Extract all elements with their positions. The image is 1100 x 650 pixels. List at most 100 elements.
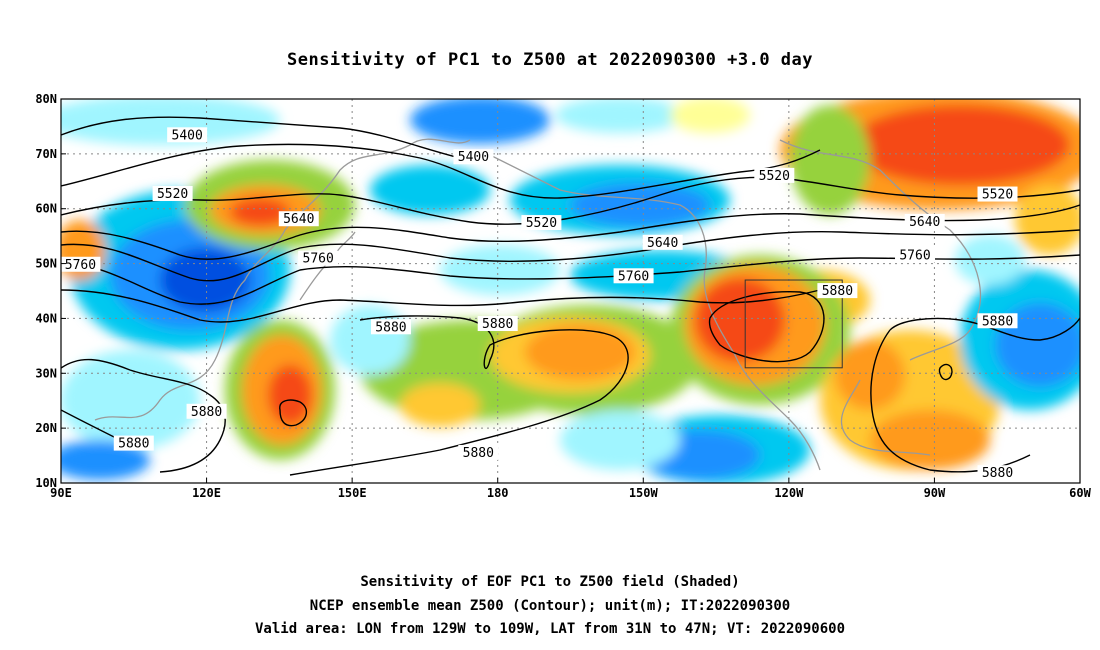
caption-line-3: Valid area: LON from 129W to 109W, LAT f…	[254, 621, 845, 637]
shade-blob	[61, 350, 200, 450]
shade-blob	[268, 365, 312, 425]
x-tick-label: 90W	[924, 486, 946, 500]
contour-label-text: 5880	[118, 437, 149, 452]
shade-blob	[560, 410, 680, 470]
shade-blob	[695, 278, 785, 362]
coastlines	[94, 138, 982, 471]
y-tick-label: 20N	[35, 421, 57, 435]
contour-label: 5880	[477, 316, 518, 332]
shade-blob	[555, 99, 685, 133]
shade-blob	[330, 305, 410, 375]
contour-closed-small	[938, 363, 953, 381]
contour-label-text: 5760	[618, 269, 649, 284]
contour-label-bg	[458, 444, 499, 460]
x-tick-label: 180	[487, 486, 509, 500]
shade-blob	[955, 235, 1025, 285]
contour-label-bg	[521, 215, 562, 231]
shade-blob	[670, 99, 750, 133]
contour-label: 5880	[186, 403, 227, 420]
contour-label: 5880	[977, 465, 1018, 481]
coast-na-north	[779, 139, 982, 361]
shade-blob	[835, 340, 905, 410]
y-tick-label: 50N	[35, 257, 57, 271]
contour-label-text: 5400	[458, 150, 489, 165]
contour-5880-north	[61, 289, 821, 323]
contour-label-bg	[152, 186, 193, 201]
shade-blob	[400, 383, 480, 427]
shade-blob	[370, 165, 490, 215]
contour-5880-west-pac	[279, 399, 307, 427]
contour-label-text: 5520	[526, 216, 557, 231]
x-tick-label: 60W	[1069, 486, 1091, 500]
contour-label-text: 5880	[822, 284, 853, 299]
coast-gulf	[840, 379, 931, 456]
contour-label-text: 5880	[463, 446, 494, 461]
shade-blob	[525, 324, 635, 380]
contour-label-text: 5880	[982, 314, 1013, 329]
contour-5760	[61, 254, 1080, 305]
contour-label-bg	[167, 127, 208, 143]
contour-label: 5640	[642, 234, 683, 251]
contour-label-bg	[278, 211, 319, 227]
contour-label-bg	[904, 213, 945, 229]
contour-label-bg	[977, 186, 1018, 202]
y-axis-ticks: 80N 70N 60N 50N 40N 30N 20N 10N	[35, 92, 66, 490]
contour-label: 5760	[613, 268, 654, 284]
shade-blob	[570, 183, 710, 227]
plot-frame	[60, 98, 1081, 484]
valid-area-box	[744, 279, 843, 369]
y-tick-label: 80N	[35, 92, 57, 106]
contour-label: 5760	[895, 247, 936, 263]
contour-label-bg	[370, 319, 411, 335]
coast-alaska	[479, 149, 707, 271]
contour-5520a	[61, 176, 1080, 225]
contour-label: 5520	[977, 186, 1018, 203]
contour-label-bg	[817, 283, 858, 299]
contour-label: 5400	[453, 149, 494, 165]
contour-label: 5520	[152, 186, 193, 202]
shade-blob	[230, 198, 290, 226]
contour-label: 5520	[754, 167, 795, 184]
contour-label-bg	[613, 268, 654, 284]
contour-5640	[61, 229, 1080, 282]
contour-label-bg	[895, 247, 936, 263]
contour-5400b	[61, 143, 821, 199]
contour-label-bg	[754, 167, 795, 183]
contour-label-text: 5520	[759, 169, 790, 184]
shade-blob	[410, 99, 550, 144]
contour-label-text: 5760	[899, 248, 930, 263]
contour-labels: 5400 5400 5520 5520 5520 5520 5640 5640 5640 5760…	[60, 127, 1018, 481]
contour-label-text: 5640	[283, 212, 314, 227]
y-tick-label: 10N	[35, 476, 57, 490]
shade-blob	[440, 245, 560, 295]
y-tick-label: 60N	[35, 202, 57, 216]
shade-blob	[1015, 185, 1080, 255]
x-axis-ticks: 90E 120E 150E 180 150W 120W 90W 60W	[50, 478, 1092, 500]
shade-blob	[61, 99, 280, 145]
x-tick-label: 90E	[50, 486, 72, 500]
contour-5880-sw	[61, 358, 226, 473]
contour-label-bg	[977, 313, 1018, 329]
contour-label-text: 5760	[65, 258, 96, 273]
contour-label: 5640	[278, 211, 319, 227]
caption-line-1: Sensitivity of EOF PC1 to Z500 field (Sh…	[360, 574, 740, 590]
contour-label-text: 5880	[191, 405, 222, 420]
y-tick-label: 40N	[35, 311, 57, 325]
contour-5880-pac	[289, 315, 629, 476]
y-tick-label: 70N	[35, 147, 57, 161]
sensitivity-shading	[61, 99, 1080, 483]
x-tick-label: 150E	[338, 486, 367, 500]
contour-label-text: 5400	[172, 128, 203, 143]
contour-label-text: 5880	[982, 466, 1013, 481]
shade-blob	[790, 105, 870, 215]
y-tick-label: 30N	[35, 366, 57, 380]
contour-label: 5760	[298, 250, 339, 267]
x-tick-label: 150W	[629, 486, 659, 500]
contour-label-bg	[477, 316, 518, 332]
page-title: Sensitivity of PC1 to Z500 at 2022090300…	[286, 50, 813, 70]
contour-label-bg	[977, 465, 1018, 481]
contour-label-text: 5640	[647, 236, 678, 251]
contour-5880-east	[889, 317, 1080, 341]
